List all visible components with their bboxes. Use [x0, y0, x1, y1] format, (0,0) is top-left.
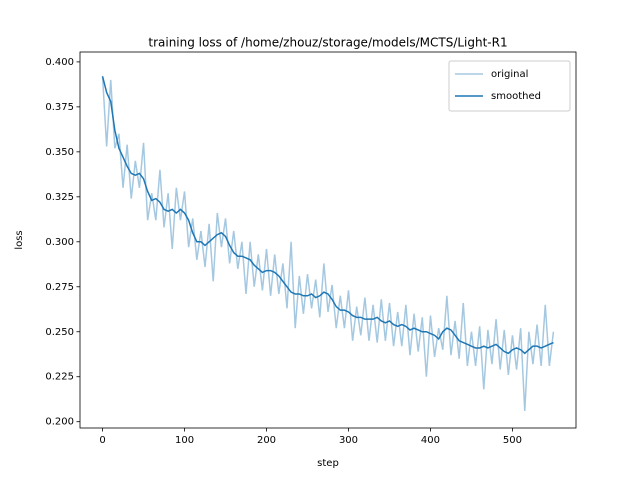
y-tick-label: 0.375 — [45, 102, 74, 113]
plot-frame — [79, 51, 577, 429]
y-axis-label: loss — [14, 230, 25, 249]
x-tick-label: 200 — [257, 435, 276, 446]
legend-label: original — [491, 69, 528, 80]
series-line — [101, 76, 555, 411]
y-tick-label: 0.275 — [45, 282, 74, 293]
y-tick-label: 0.225 — [45, 372, 74, 383]
series-line — [101, 76, 554, 355]
legend-label: smoothed — [491, 91, 541, 102]
y-tick-label: 0.300 — [45, 237, 74, 248]
x-tick-label: 100 — [175, 435, 194, 446]
x-axis-label: step — [317, 458, 339, 469]
x-tick-label: 500 — [503, 435, 522, 446]
chart-title: training loss of /home/zhouz/storage/mod… — [148, 36, 507, 50]
x-tick-label: 300 — [339, 435, 358, 446]
y-tick-label: 0.325 — [45, 192, 74, 203]
x-tick-label: 0 — [99, 435, 105, 446]
y-tick-label: 0.350 — [45, 147, 74, 158]
y-tick-label: 0.250 — [45, 327, 74, 338]
x-tick-label: 400 — [421, 435, 440, 446]
y-tick-label: 0.400 — [45, 57, 74, 68]
y-tick-label: 0.200 — [45, 417, 74, 428]
